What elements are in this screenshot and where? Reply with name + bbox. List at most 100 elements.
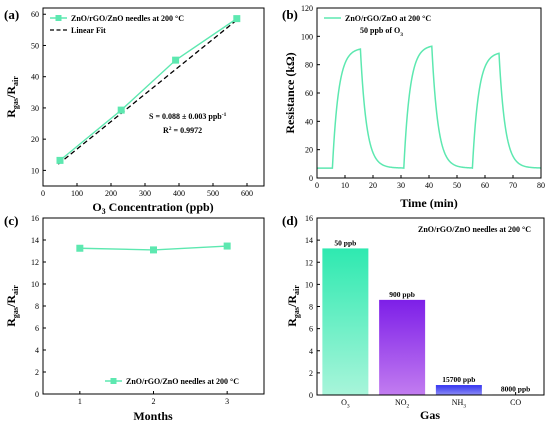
x-tick-label: NO2: [395, 398, 410, 410]
panel-b-legend: ZnO/rGO/ZnO at 200 °C: [324, 14, 431, 23]
panel-a-marks: [56, 15, 241, 164]
y-tick-label: 8: [35, 302, 39, 311]
panel-c-legend: ZnO/rGO/ZnO needles at 200 °C: [105, 377, 239, 386]
slope-annotation: S = 0.088 ± 0.003 ppb-1: [149, 112, 227, 121]
x-tick-label: 0: [41, 189, 45, 198]
panel-d-frame: [316, 217, 545, 396]
panel-b-ylabel: Resistance (kΩ): [283, 52, 297, 133]
y-tick-label: 0: [35, 390, 39, 399]
y-tick-label: 30: [31, 104, 39, 113]
y-tick-label: 50: [31, 41, 39, 50]
x-tick-label: O3: [341, 398, 350, 410]
data-point-c: [223, 242, 231, 250]
bar-1: [379, 299, 426, 395]
o3-annotation: 50 ppb of O3: [360, 26, 403, 38]
y-tick-label: 6: [309, 325, 313, 334]
x-tick-label: 60: [481, 181, 489, 190]
y-tick-label: 120: [301, 4, 313, 13]
bar-value-label: 900 ppb: [389, 290, 415, 299]
x-tick-label: 70: [509, 181, 517, 190]
panel-a-label: (a): [4, 7, 19, 22]
panel-c-xlabel: Months: [133, 409, 173, 423]
panel-d-marks: 50 ppb 900 ppb 15700 ppb 8000 ppb: [322, 238, 539, 396]
x-tick-label: 20: [369, 181, 377, 190]
bar-2: [435, 385, 482, 395]
panel-c-marks: [76, 242, 231, 254]
panel-d-title: ZnO/rGO/ZnO needles at 200 °C: [418, 225, 531, 234]
x-tick-label: 600: [241, 189, 253, 198]
y-tick-label: 20: [305, 146, 313, 155]
x-tick-label: 200: [105, 189, 117, 198]
y-tick-label: 14: [305, 236, 313, 245]
x-tick-label: CO: [510, 398, 521, 407]
x-tick-label: 100: [71, 189, 83, 198]
panel-a-frame: [42, 7, 265, 187]
x-tick-label-sub: 2: [407, 404, 410, 410]
data-point-a: [233, 15, 241, 23]
y-tick-label: 16: [305, 214, 313, 223]
panel-a-fit: [57, 18, 239, 165]
x-tick-label: 3: [225, 397, 229, 406]
legend-a-series-marker: [55, 15, 62, 21]
y-tick-label: 2: [309, 369, 313, 378]
legend-c-series-label: ZnO/rGO/ZnO needles at 200 °C: [126, 377, 239, 386]
y-tick-label: 60: [31, 10, 39, 19]
x-tick-label-sub: 3: [347, 404, 350, 410]
y-tick-label: 10: [31, 280, 39, 289]
y-tick-label: 2: [35, 368, 39, 377]
panel-c-ylabel: Rgas/Rair: [4, 285, 20, 327]
panel-b-label: (b): [282, 7, 298, 22]
x-tick-label: 40: [425, 181, 433, 190]
y-tick-label: 4: [35, 346, 39, 355]
y-tick-label: 10: [31, 166, 39, 175]
x-tick-label: 80: [537, 181, 545, 190]
panel-d-xlabel: Gas: [420, 408, 440, 422]
x-tick-label: 0: [315, 181, 319, 190]
panel-b-xlabel: Time (min): [400, 196, 457, 210]
x-tick-label: 30: [397, 181, 405, 190]
y-tick-label: 0: [309, 391, 313, 400]
x-tick-label: 1: [78, 397, 82, 406]
y-tick-label: 6: [35, 324, 39, 333]
y-tick-label: 40: [305, 117, 313, 126]
panel-d-label: (d): [282, 213, 298, 228]
x-tick-label: 50: [453, 181, 461, 190]
panel-b: (b) 0 10 20 30 40 50 60 70 80 0 20 40 60 80 100 120 ZnO…: [282, 4, 545, 210]
data-point-a: [117, 106, 125, 114]
panel-c-label: (c): [4, 213, 18, 228]
y-tick-label: 40: [31, 73, 39, 82]
linear-fit-line: [57, 18, 239, 165]
x-tick-label-base: NH: [452, 398, 464, 407]
panel-a-legend: ZnO/rGO/ZnO needles at 200 °C Linear Fit: [50, 14, 184, 35]
bar-value-label: 8000 ppb: [501, 384, 530, 393]
panel-a-ticks: 0 100 200 300 400 500 600 10 20 30 40 50 60: [31, 10, 253, 198]
y-tick-label: 8: [309, 303, 313, 312]
panel-c-frame: [42, 217, 265, 395]
panel-b-marks: [317, 45, 542, 170]
y-tick-label: 60: [305, 89, 313, 98]
resistance-curve: [317, 45, 542, 170]
y-tick-label: 4: [309, 347, 313, 356]
y-tick-label: 16: [31, 214, 39, 223]
bar-value-label: 50 ppb: [334, 238, 356, 247]
r2-annotation: R2 = 0.9972: [163, 126, 202, 135]
data-point-c: [150, 246, 157, 254]
series-line-a: [59, 18, 238, 161]
y-tick-label: 14: [31, 236, 39, 245]
panel-d-ylabel: Rgas/Rair: [285, 285, 301, 327]
legend-a-fit-label: Linear Fit: [71, 26, 106, 35]
y-tick-label: 100: [301, 32, 313, 41]
x-tick-label-base: NO: [395, 398, 407, 407]
y-tick-label: 10: [305, 280, 313, 289]
panel-a-ylabel: Rgas/Rair: [4, 76, 20, 118]
x-tick-label-base: CO: [510, 398, 521, 407]
y-tick-label: 80: [305, 61, 313, 70]
x-tick-label: 10: [341, 181, 349, 190]
data-point-a: [56, 156, 64, 164]
x-tick-label: 500: [207, 189, 219, 198]
x-tick-label: 400: [173, 189, 185, 198]
